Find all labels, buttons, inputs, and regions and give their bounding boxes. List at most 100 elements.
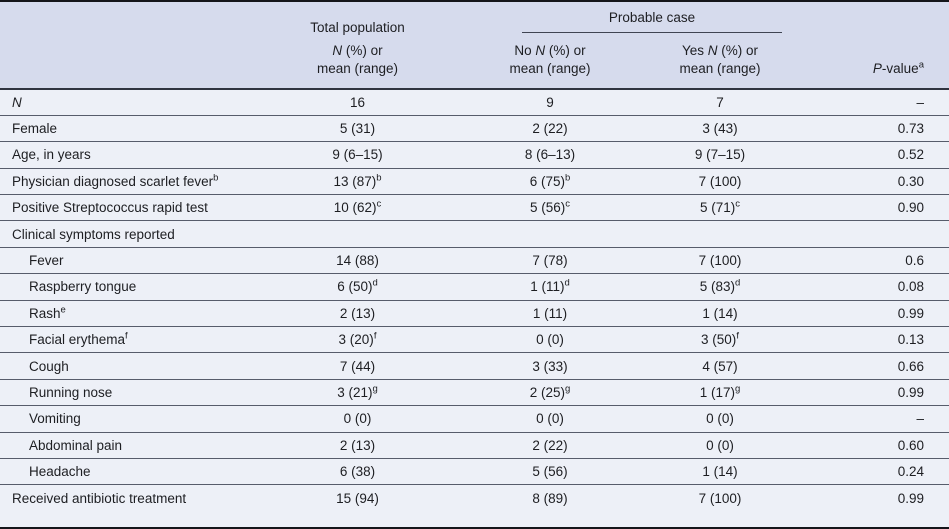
cell-total: 2 (13): [265, 299, 450, 327]
cell-total: [265, 220, 450, 248]
probable-case-title: Probable case: [522, 10, 782, 33]
table-row: Cough 7 (44) 3 (33) 4 (57) 0.66: [0, 352, 949, 380]
row-label: Age, in years: [0, 141, 265, 169]
table-row: Running nose 3 (21)g 2 (25)g 1 (17)g 0.99: [0, 378, 949, 406]
table-row: Age, in years 9 (6–15) 8 (6–13) 9 (7–15) 0.5…: [0, 141, 949, 169]
cell-yes: 7 (100): [650, 484, 790, 512]
cell-p-value: 0.99: [790, 299, 949, 327]
cell-yes: 5 (83)d: [650, 273, 790, 301]
cell-total: 10 (62)c: [265, 194, 450, 221]
row-label: Abdominal pain: [0, 431, 265, 459]
cell-p-value: 0.99: [790, 378, 949, 406]
cell-yes: 1 (14): [650, 457, 790, 485]
column-header-no: No N (%) or mean (range): [509, 43, 591, 77]
cell-p-value: 0.73: [790, 114, 949, 142]
cell-no: 2 (22): [450, 431, 650, 459]
table-row: N 16 9 7–: [0, 89, 949, 116]
label-column-header: [0, 2, 265, 90]
row-label: Clinical symptoms reported: [0, 220, 265, 248]
cell-yes: [650, 220, 790, 248]
cell-no: 3 (33): [450, 352, 650, 380]
cell-no: 5 (56): [450, 457, 650, 485]
column-header-p-value: P-valuea: [790, 2, 949, 90]
cell-yes: 1 (14): [650, 299, 790, 327]
cell-p-value: 0.24: [790, 457, 949, 485]
table-body: N 16 9 7– Female 5 (31) 2 (22) 3 (43) 0.73 Age, i…: [0, 89, 949, 512]
table-row: Headache 6 (38) 5 (56) 1 (14) 0.24: [0, 457, 949, 485]
row-label: Raspberry tongue: [0, 273, 265, 301]
table-row: Abdominal pain 2 (13) 2 (22) 0 (0) 0.60: [0, 431, 949, 459]
cell-total: 2 (13): [265, 431, 450, 459]
row-label: Running nose: [0, 378, 265, 406]
cell-yes: 1 (17)g: [650, 378, 790, 406]
cell-yes: 9 (7–15): [650, 141, 790, 169]
cell-total: 0 (0): [265, 405, 450, 433]
cell-no: 0 (0): [450, 326, 650, 353]
cell-p-value: 0.90: [790, 194, 949, 221]
cell-total: 5 (31): [265, 114, 450, 142]
cell-p-value: 0.08: [790, 273, 949, 301]
cell-yes: 7 (100): [650, 246, 790, 274]
table-row: Clinical symptoms reported: [0, 220, 949, 248]
cell-total: 15 (94): [265, 484, 450, 512]
cell-p-value: 0.66: [790, 352, 949, 380]
cell-yes: 3 (43): [650, 114, 790, 142]
row-label: Facial erythemaf: [0, 326, 265, 353]
cell-p-value: 0.30: [790, 167, 949, 195]
cell-p-value: 0.6: [790, 246, 949, 274]
row-label: Vomiting: [0, 405, 265, 433]
table-row: Fever 14 (88) 7 (78) 7 (100) 0.6: [0, 246, 949, 274]
cell-no: 1 (11)d: [450, 273, 650, 301]
row-label: Positive Streptococcus rapid test: [0, 194, 265, 221]
row-label: Rashe: [0, 299, 265, 327]
table-row: Physician diagnosed scarlet feverb 13 (87…: [0, 167, 949, 195]
cell-p-value: 0.52: [790, 141, 949, 169]
cell-no: 7 (78): [450, 246, 650, 274]
cell-yes: 4 (57): [650, 352, 790, 380]
cell-total: 3 (20)f: [265, 326, 450, 353]
cell-yes: 3 (50)f: [650, 326, 790, 353]
cell-no: 8 (6–13): [450, 141, 650, 169]
cell-no: 1 (11): [450, 299, 650, 327]
cell-p-value: –: [790, 89, 949, 116]
row-label: Physician diagnosed scarlet feverb: [0, 167, 265, 195]
column-header-yes: Yes N (%) or mean (range): [679, 43, 761, 77]
row-label: Received antibiotic treatment: [0, 484, 265, 512]
table-row: Vomiting 0 (0) 0 (0) 0 (0) –: [0, 405, 949, 433]
cell-no: 2 (25)g: [450, 378, 650, 406]
cell-total: 9 (6–15): [265, 141, 450, 169]
cell-p-value: 0.60: [790, 431, 949, 459]
row-label: Headache: [0, 457, 265, 485]
column-group-probable-case: Probable case No N (%) or mean (range) Ye…: [450, 2, 790, 90]
cell-total: 14 (88): [265, 246, 450, 274]
cell-p-value: 0.13: [790, 326, 949, 353]
table-row: Raspberry tongue 6 (50)d 1 (11)d 5 (83)d 0.0…: [0, 273, 949, 301]
row-label: N: [0, 89, 265, 116]
cell-no: 0 (0): [450, 405, 650, 433]
cell-yes: 7 (100): [650, 167, 790, 195]
cell-total: 16: [265, 89, 450, 116]
cell-total: 7 (44): [265, 352, 450, 380]
cell-no: 2 (22): [450, 114, 650, 142]
table-row: Female 5 (31) 2 (22) 3 (43) 0.73: [0, 114, 949, 142]
cell-yes: 7: [650, 89, 790, 116]
row-label: Female: [0, 114, 265, 142]
cell-p-value: [790, 220, 949, 248]
cell-total: 6 (50)d: [265, 273, 450, 301]
cell-no: 6 (75)b: [450, 167, 650, 195]
total-population-title: Total population: [310, 20, 405, 35]
table-row: Rashe 2 (13) 1 (11) 1 (14) 0.99: [0, 299, 949, 327]
cell-p-value: –: [790, 405, 949, 433]
table-row: Received antibiotic treatment 15 (94) 8 (8…: [0, 484, 949, 512]
cell-no: [450, 220, 650, 248]
cell-yes: 0 (0): [650, 405, 790, 433]
total-population-subheader: N (%) or mean (range): [316, 43, 399, 77]
cell-total: 6 (38): [265, 457, 450, 485]
cell-p-value: 0.99: [790, 484, 949, 512]
data-table: Total population N (%) or mean (range) Pr…: [0, 2, 949, 512]
table-row: Positive Streptococcus rapid test 10 (62)…: [0, 194, 949, 221]
p-value-label: P-valuea: [872, 59, 924, 76]
table-row: Facial erythemaf 3 (20)f 0 (0) 3 (50)f 0.13: [0, 326, 949, 353]
cell-yes: 5 (71)c: [650, 194, 790, 221]
